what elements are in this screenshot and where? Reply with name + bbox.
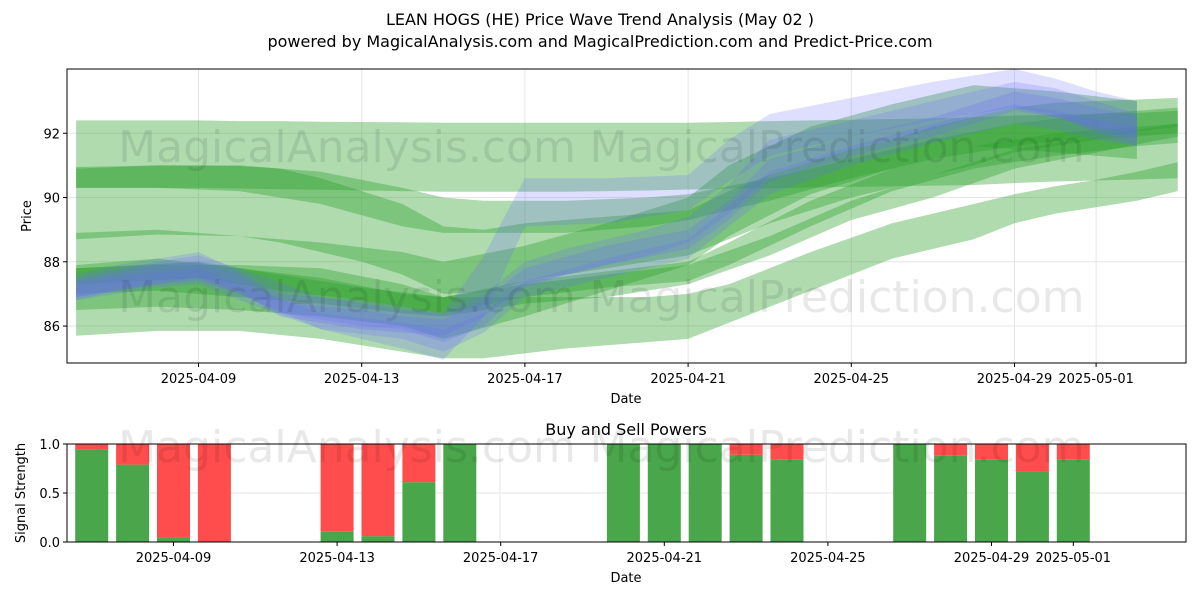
buy-bar bbox=[606, 444, 640, 542]
buy-bar bbox=[1056, 459, 1090, 542]
sell-bar bbox=[116, 444, 150, 465]
green-wave-band bbox=[76, 162, 1178, 359]
sell-bar bbox=[320, 444, 354, 532]
signal-bars bbox=[75, 444, 1090, 542]
x-tick-label: 2025-04-21 bbox=[627, 551, 703, 566]
x-tick-label: 2025-05-01 bbox=[1036, 551, 1112, 566]
signal-chart-title: Buy and Sell Powers bbox=[545, 420, 707, 439]
price-grid bbox=[67, 69, 1186, 363]
buy-bar bbox=[975, 459, 1008, 542]
x-tick-label: 2025-04-29 bbox=[954, 551, 1030, 566]
sell-bar bbox=[402, 444, 436, 483]
watermark: MagicalAnalysis.com bbox=[118, 422, 576, 473]
buy-bar bbox=[647, 444, 681, 542]
sell-bar bbox=[729, 444, 763, 455]
buy-bar bbox=[934, 455, 968, 542]
x-tick-label: 2025-04-29 bbox=[977, 372, 1053, 387]
price-y-ticks: 86 88 90 92 bbox=[43, 127, 67, 335]
buy-bar bbox=[1015, 471, 1049, 542]
buy-bar bbox=[116, 464, 150, 542]
price-x-axis-label: Date bbox=[610, 392, 641, 407]
watermark: MagicalPrediction.com bbox=[590, 272, 1085, 323]
x-tick-label: 2025-04-13 bbox=[299, 551, 375, 566]
y-tick-label: 88 bbox=[43, 256, 60, 271]
y-tick-label: 90 bbox=[43, 192, 60, 207]
x-tick-label: 2025-04-09 bbox=[136, 551, 212, 566]
price-bands bbox=[76, 69, 1178, 360]
sell-bar bbox=[1015, 444, 1049, 472]
x-tick-label: 2025-04-25 bbox=[814, 372, 890, 387]
green-wave-band bbox=[76, 123, 1178, 317]
watermark: MagicalAnalysis.com bbox=[118, 122, 576, 173]
buy-bar bbox=[893, 444, 927, 542]
buy-bar bbox=[443, 444, 477, 542]
signal-y-axis-label: Signal Strength bbox=[14, 443, 29, 543]
x-tick-label: 2025-04-17 bbox=[487, 372, 563, 387]
buy-bar bbox=[361, 536, 395, 542]
x-tick-label: 2025-04-25 bbox=[790, 551, 866, 566]
watermark: MagicalAnalysis.com bbox=[118, 272, 576, 323]
signal-x-axis-label: Date bbox=[610, 571, 641, 586]
signal-y-ticks: 0.0 0.5 1.0 bbox=[39, 438, 67, 551]
x-tick-label: 2025-04-09 bbox=[161, 372, 237, 387]
y-tick-label: 86 bbox=[43, 320, 60, 335]
sell-bar bbox=[1056, 444, 1090, 460]
y-tick-label: 92 bbox=[43, 127, 60, 142]
sell-bar bbox=[361, 444, 395, 537]
buy-bar bbox=[157, 537, 190, 542]
y-tick-label: 0.5 bbox=[39, 487, 60, 502]
y-tick-label: 0.0 bbox=[39, 536, 60, 551]
x-tick-label: 2025-04-13 bbox=[324, 372, 400, 387]
sell-bar bbox=[157, 444, 190, 538]
y-tick-label: 1.0 bbox=[39, 438, 60, 453]
green-wave-band bbox=[76, 110, 1178, 192]
price-plot-frame bbox=[66, 68, 1187, 364]
buy-bar bbox=[770, 459, 804, 542]
watermark: MagicalPrediction.com bbox=[590, 422, 1085, 473]
buy-bar bbox=[729, 454, 763, 542]
blue-wave-band bbox=[76, 81, 1137, 343]
price-panel: MagicalAnalysis.com MagicalPrediction.co… bbox=[20, 68, 1187, 407]
chart-subtitle: powered by MagicalAnalysis.com and Magic… bbox=[267, 32, 932, 51]
buy-bar bbox=[75, 449, 109, 542]
green-wave-band bbox=[76, 85, 1137, 339]
x-tick-label: 2025-04-21 bbox=[650, 372, 726, 387]
blue-wave-band bbox=[76, 69, 1137, 360]
buy-bar bbox=[402, 482, 436, 542]
sell-bar bbox=[770, 444, 804, 460]
x-tick-label: 2025-04-17 bbox=[463, 551, 539, 566]
signal-x-ticks: 2025-04-09 2025-04-13 2025-04-17 2025-04-21… bbox=[136, 542, 1111, 566]
sell-bar bbox=[975, 444, 1008, 460]
buy-bar bbox=[320, 531, 354, 542]
price-y-axis-label: Price bbox=[20, 200, 35, 232]
green-wave-band bbox=[76, 107, 1178, 233]
buy-bar bbox=[688, 444, 722, 542]
sell-bar bbox=[75, 444, 109, 450]
price-x-ticks: 2025-04-09 2025-04-13 2025-04-17 2025-04-21… bbox=[161, 363, 1134, 387]
watermark: MagicalPrediction.com bbox=[590, 122, 1085, 173]
green-wave-band bbox=[76, 97, 1178, 294]
green-wave-band bbox=[76, 123, 1178, 314]
chart-title: LEAN HOGS (HE) Price Wave Trend Analysis… bbox=[386, 10, 814, 29]
sell-bar bbox=[934, 444, 968, 456]
x-tick-label: 2025-05-01 bbox=[1058, 372, 1134, 387]
signal-panel: Buy and Sell Powers MagicalAnalysis.com … bbox=[14, 420, 1187, 586]
sell-bar bbox=[197, 444, 231, 542]
